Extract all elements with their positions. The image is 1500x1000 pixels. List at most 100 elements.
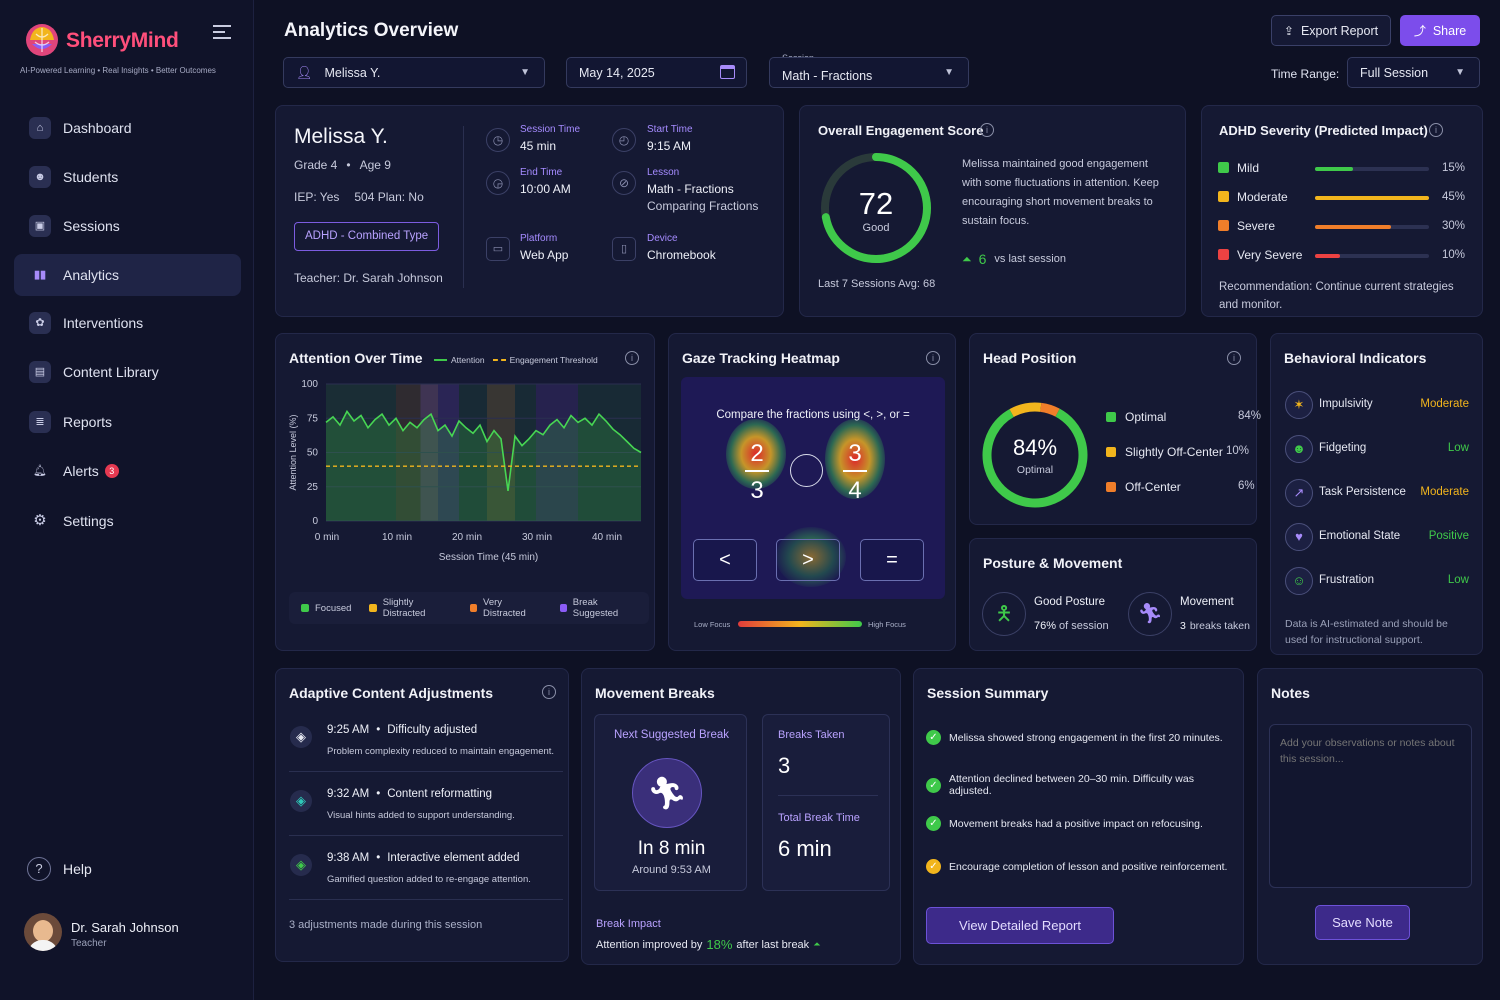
y-axis-label: Attention Level (%) <box>288 414 298 490</box>
trend-up-icon: ⏶ <box>962 251 972 266</box>
brain-logo-icon <box>22 20 62 60</box>
fraction1-denominator: 3 <box>750 477 764 504</box>
time-range-value: Full Session <box>1360 65 1429 80</box>
sidebar-item-settings[interactable]: ⚙ Settings <box>14 500 241 542</box>
export-label: Export Report <box>1300 23 1379 38</box>
severity-label: Severe <box>1237 219 1276 233</box>
behavior-value: Moderate <box>1420 486 1469 498</box>
info-icon[interactable]: i <box>625 351 639 365</box>
behavior-label: Frustration <box>1319 574 1374 586</box>
sidebar-item-label: Reports <box>63 414 113 430</box>
help-link[interactable]: ? Help <box>27 857 92 881</box>
end-time-value: 10:00 AM <box>520 182 571 196</box>
sidebar-item-students[interactable]: ☻ Students <box>14 156 241 198</box>
heat-spot <box>825 419 885 499</box>
frustration-icon: ☺ <box>1285 567 1313 595</box>
device-value: Chromebook <box>647 248 716 262</box>
equals-button[interactable]: = <box>860 539 924 581</box>
severity-swatch <box>1218 220 1229 231</box>
divider <box>778 795 878 796</box>
summary-item: ✓ Encourage completion of lesson and posi… <box>926 859 1236 874</box>
session-select[interactable]: Math - Fractions ▼ <box>769 57 969 88</box>
legend-threshold: Engagement Threshold <box>509 355 598 365</box>
sidebar-item-content-library[interactable]: ▤ Content Library <box>14 351 241 393</box>
student-select[interactable]: 👤︎ Melissa Y. ▼ <box>283 57 545 88</box>
sessions-icon: ▣ <box>29 215 51 237</box>
info-icon[interactable]: i <box>542 685 556 699</box>
less-than-button[interactable]: < <box>693 539 757 581</box>
running-icon: 🏃︎ <box>632 758 702 828</box>
chevron-down-icon: ▼ <box>520 67 530 78</box>
separator-dot: • <box>376 724 381 736</box>
summary-item: ✓ Melissa showed strong engagement in the… <box>926 730 1236 745</box>
severity-swatch <box>1218 162 1229 173</box>
adaptive-footer: 3 adjustments made during this session <box>289 919 483 931</box>
state-label: Break Suggested <box>572 597 619 619</box>
platform-label: Platform <box>520 233 558 244</box>
sidebar-item-sessions[interactable]: ▣ Sessions <box>14 205 241 247</box>
adjustment-item: ◈ 9:32 AM • Content reformatting Visual hint… <box>289 778 563 836</box>
interventions-icon: ✿ <box>29 312 51 334</box>
view-detailed-report-button[interactable]: View Detailed Report <box>926 907 1114 944</box>
chevron-down-icon: ▼ <box>944 67 954 78</box>
bell-icon: 🔔︎ <box>33 465 47 477</box>
lesson-icon: ⊘ <box>612 171 636 195</box>
sidebar-item-dashboard[interactable]: ⌂ Dashboard <box>14 107 241 149</box>
attention-chart: 0 25 50 75 100 0 min 10 min 20 min 30 min 40 min A… <box>288 379 642 563</box>
share-button[interactable]: ⤴ Share <box>1400 15 1480 46</box>
good-posture-stat: 76% of session <box>1034 620 1109 632</box>
info-icon[interactable]: i <box>1429 123 1443 137</box>
next-break-time: Around 9:53 AM <box>632 864 711 876</box>
time-range-select[interactable]: Full Session ▼ <box>1347 57 1480 88</box>
info-icon[interactable]: i <box>1227 351 1241 365</box>
save-note-button[interactable]: Save Note <box>1315 905 1410 940</box>
user-role: Teacher <box>71 938 107 949</box>
avatar[interactable] <box>24 913 62 951</box>
greater-than-button[interactable]: > <box>776 539 840 581</box>
summary-text: Movement breaks had a positive impact on… <box>949 817 1203 830</box>
summary-text: Attention declined between 20–30 min. Di… <box>949 773 1194 797</box>
alerts-badge: 3 <box>104 464 119 478</box>
total-break-time-value: 6 min <box>778 836 832 861</box>
break-impact-text: Attention improved by 18% after last bre… <box>596 937 820 952</box>
sidebar-item-reports[interactable]: ≣ Reports <box>14 401 241 443</box>
x-axis-label: Session Time (45 min) <box>439 552 538 563</box>
notes-input[interactable] <box>1269 724 1472 888</box>
break-impact-label: Break Impact <box>596 918 661 930</box>
sidebar-item-label: Students <box>63 169 119 185</box>
behavior-label: Impulsivity <box>1319 398 1373 410</box>
fraction2-denominator: 4 <box>848 477 862 504</box>
x-tick-label: 10 min <box>382 532 412 543</box>
date-picker[interactable]: May 14, 2025 <box>566 57 747 88</box>
breaks-taken-value: 3 <box>778 753 791 778</box>
legend-line-attention <box>434 359 447 361</box>
check-circle-icon: ✓ <box>926 859 941 874</box>
tablet-icon: ▯ <box>612 237 636 261</box>
persistence-icon: ↗ <box>1285 479 1313 507</box>
state-swatch <box>301 604 309 612</box>
good-posture-suffix: of session <box>1059 620 1109 632</box>
head-swatch <box>1106 482 1116 492</box>
break-impact-value: 18% <box>706 937 733 952</box>
sidebar-item-alerts[interactable]: 🔔︎ Alerts 3 <box>14 450 241 492</box>
student-name: Melissa Y. <box>294 125 388 148</box>
next-break-label: Next Suggested Break <box>613 729 730 741</box>
export-report-button[interactable]: ⇪ Export Report <box>1271 15 1391 46</box>
sidebar-item-interventions[interactable]: ✿ Interventions <box>14 302 241 344</box>
head-pct: 10% <box>1226 445 1250 457</box>
student-card: Melissa Y. Grade 4 • Age 9 IEP: Yes 504 Pla… <box>275 105 784 317</box>
state-swatch <box>369 604 377 612</box>
info-icon[interactable]: i <box>926 351 940 365</box>
device-label: Device <box>647 233 678 244</box>
info-icon[interactable]: i <box>980 123 994 137</box>
x-tick-label: 30 min <box>522 532 552 543</box>
time-range-label: Time Range: <box>1271 67 1340 81</box>
chevron-down-icon: ▼ <box>1455 67 1465 78</box>
menu-toggle-icon[interactable] <box>213 24 231 39</box>
running-icon: 🏃︎ <box>1128 592 1172 636</box>
sidebar-item-analytics[interactable]: ▮▮ Analytics <box>14 254 241 296</box>
sidebar-item-label: Interventions <box>63 315 144 331</box>
posture-title: Posture & Movement <box>983 555 1123 571</box>
engagement-score: 72 <box>858 186 894 221</box>
x-tick-label: 20 min <box>452 532 482 543</box>
